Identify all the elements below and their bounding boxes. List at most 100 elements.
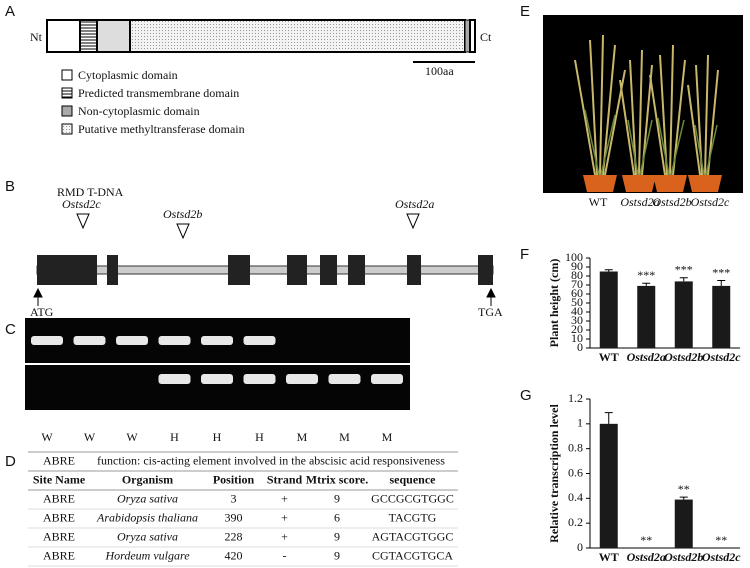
y-tick-label: 80 [571, 268, 583, 282]
y-tick-label: 70 [571, 277, 583, 291]
table-cell: Oryza sativa [117, 529, 178, 543]
panel-label: A [5, 3, 15, 20]
y-tick-label: 0.8 [568, 440, 583, 454]
significance-label: *** [637, 268, 655, 282]
bar [712, 285, 731, 348]
gel-band [328, 374, 361, 384]
panel-label: D [5, 453, 16, 470]
insertion-label: Ostsd2a [395, 197, 434, 211]
error-bar [717, 280, 726, 286]
table-cell: + [281, 491, 288, 505]
table-cell: TACGTG [389, 510, 437, 524]
table-header: Position [213, 472, 255, 486]
gel-image [25, 318, 410, 410]
table-cell: ABRE [43, 491, 75, 505]
table-cell: 6 [334, 510, 340, 524]
x-tick-label: Ostsd2b [664, 550, 703, 564]
bar [637, 285, 656, 348]
table-cell: AGTACGTGGC [372, 529, 454, 543]
y-tick-label: 0 [577, 340, 583, 354]
gel-band [73, 336, 106, 345]
significance-label: ** [678, 482, 690, 496]
photo-label: Ostsd2a [620, 195, 659, 209]
start-codon: ATG [30, 305, 54, 319]
y-tick-label: 60 [571, 286, 583, 300]
photo-label: WT [589, 195, 608, 209]
panel-label: E [520, 3, 530, 20]
x-tick-label: Ostsd2a [627, 550, 666, 564]
gene-model [33, 213, 496, 306]
x-tick-label: WT [599, 550, 619, 564]
error-bar [679, 277, 688, 282]
error-bar [679, 496, 688, 500]
x-tick-label: Ostsd2c [702, 350, 741, 364]
y-tick-label: 0.6 [568, 465, 583, 479]
scale-bar-label: 100aa [425, 64, 454, 78]
panel-label: B [5, 178, 15, 195]
lane-label: H [255, 430, 264, 444]
y-tick-label: 1.2 [568, 391, 583, 405]
gel-band [158, 374, 191, 384]
c-terminus: Ct [480, 30, 492, 44]
panel-label: F [520, 246, 529, 263]
table-cell: 9 [334, 548, 340, 562]
significance-label: *** [675, 263, 693, 277]
y-tick-label: 50 [571, 295, 583, 309]
table-header: Mtrix score. [306, 472, 368, 486]
table-cell: ABRE [43, 453, 75, 467]
table-cell: 9 [334, 491, 340, 505]
lane-label: W [84, 430, 96, 444]
gel-band [116, 336, 148, 345]
panel-label: G [520, 387, 532, 404]
legend-label: Cytoplasmic domain [78, 68, 178, 82]
table-cell: Hordeum vulgare [104, 548, 190, 562]
table-cell: Oryza sativa [117, 491, 178, 505]
plant-photo [543, 15, 743, 193]
bar [599, 271, 618, 348]
lane-label: M [382, 430, 393, 444]
table-cell: ABRE [43, 529, 75, 543]
significance-label: ** [640, 533, 652, 547]
x-tick-label: Ostsd2b [664, 350, 703, 364]
lane-label: M [339, 430, 350, 444]
table-cell: 3 [231, 491, 237, 505]
legend-label: Predicted transmembrane domain [78, 86, 239, 100]
significance-label: ** [715, 533, 727, 547]
protein-domains [46, 19, 476, 135]
bar [674, 281, 693, 348]
table-cell: - [283, 548, 287, 562]
lane-label: H [213, 430, 222, 444]
gel-band [201, 336, 233, 345]
legend-label: Putative methyltransferase domain [78, 122, 245, 136]
gel-band [158, 336, 191, 345]
gel-band [31, 336, 63, 345]
table-cell: + [281, 510, 288, 524]
bar [674, 499, 693, 548]
y-tick-label: 40 [571, 304, 583, 318]
y-tick-label: 0.4 [568, 490, 583, 504]
error-bar [604, 412, 613, 424]
stop-codon: TGA [478, 305, 503, 319]
table-cell: ABRE [43, 548, 75, 562]
y-tick-label: 90 [571, 259, 583, 273]
photo-label: Ostsd2b [652, 195, 691, 209]
gel-band [201, 374, 233, 384]
n-terminus: Nt [30, 30, 43, 44]
x-tick-label: WT [599, 350, 619, 364]
y-tick-label: 100 [565, 250, 583, 264]
insertion-label: Ostsd2c [62, 197, 101, 211]
table-cell: 228 [225, 529, 243, 543]
gel-band [243, 374, 276, 384]
y-axis-label: Plant height (cm) [547, 259, 561, 348]
gel-band [371, 374, 403, 384]
y-tick-label: 1 [577, 416, 583, 430]
insertion-label: Ostsd2b [163, 207, 202, 221]
table-cell: 390 [225, 510, 243, 524]
table-cell: function: cis-acting element involved in… [97, 453, 445, 467]
table-cell: Arabidopsis thaliana [96, 510, 198, 524]
lane-label: W [41, 430, 53, 444]
x-tick-label: Ostsd2a [627, 350, 666, 364]
y-tick-label: 0 [577, 540, 583, 554]
bar [599, 423, 618, 548]
